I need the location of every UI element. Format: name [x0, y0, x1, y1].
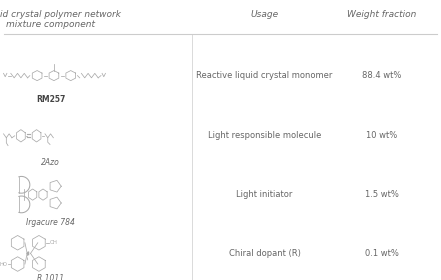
- Text: R 1011: R 1011: [37, 274, 64, 280]
- Text: Light responsible molecule: Light responsible molecule: [208, 131, 321, 140]
- Polygon shape: [27, 252, 29, 255]
- Text: RM257: RM257: [36, 95, 65, 104]
- Text: 0.1 wt%: 0.1 wt%: [365, 249, 398, 258]
- Text: Liquid crystal polymer network
mixture component: Liquid crystal polymer network mixture c…: [0, 10, 121, 29]
- Text: HO: HO: [0, 262, 7, 267]
- Text: Light initiator: Light initiator: [236, 190, 293, 199]
- Text: Weight fraction: Weight fraction: [347, 10, 416, 19]
- Text: OH: OH: [49, 240, 57, 245]
- Text: 10 wt%: 10 wt%: [366, 131, 397, 140]
- Text: 88.4 wt%: 88.4 wt%: [362, 71, 401, 80]
- Text: 1.5 wt%: 1.5 wt%: [365, 190, 398, 199]
- Text: Chiral dopant (R): Chiral dopant (R): [229, 249, 300, 258]
- Text: Usage: Usage: [250, 10, 279, 19]
- Text: Irgacure 784: Irgacure 784: [26, 218, 75, 227]
- Text: Reactive liquid crystal monomer: Reactive liquid crystal monomer: [196, 71, 333, 80]
- Text: 2Azo: 2Azo: [41, 158, 60, 167]
